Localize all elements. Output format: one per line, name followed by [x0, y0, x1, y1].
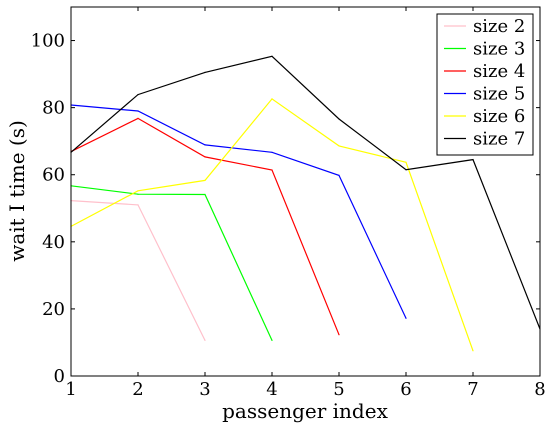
- data-point-size-5-2: [137, 110, 139, 112]
- y-tick-label: 100: [31, 31, 65, 52]
- data-point-size-5-4: [271, 151, 273, 153]
- data-point-size-3-3: [204, 193, 206, 196]
- series-line-size-2: [70, 200, 206, 341]
- data-point-size-6-2: [137, 190, 139, 192]
- data-point-size-4-4: [271, 169, 273, 171]
- data-point-size-3-4: [271, 339, 273, 341]
- series-line-size-7: [70, 55, 541, 330]
- data-point-size-6-3: [204, 179, 206, 181]
- y-tick-label: 60: [42, 165, 65, 186]
- data-point-size-4-2: [137, 117, 139, 119]
- x-tick-label: 2: [132, 379, 143, 400]
- series-line-size-6: [70, 98, 474, 352]
- data-point-size-7-3: [204, 71, 206, 73]
- series-line-size-4: [70, 117, 340, 335]
- data-point-size-4-5: [338, 334, 340, 336]
- legend-label-size-6: size 6: [473, 106, 525, 127]
- x-tick-label: 5: [333, 379, 344, 400]
- y-tick-label: 0: [54, 366, 65, 387]
- data-point-size-7-5: [338, 118, 340, 120]
- x-tick-label: 8: [534, 379, 545, 400]
- data-point-size-7-7: [472, 159, 474, 161]
- data-point-size-2-2: [137, 204, 139, 206]
- data-point-size-5-6: [405, 317, 407, 319]
- x-tick-label: 4: [266, 379, 277, 400]
- legend-label-size-4: size 4: [473, 61, 525, 82]
- y-tick-label: 80: [42, 98, 65, 119]
- series-line-size-3: [70, 185, 273, 341]
- legend-label-size-3: size 3: [473, 39, 525, 60]
- legend-label-size-7: size 7: [473, 129, 525, 150]
- legend-label-size-5: size 5: [473, 84, 525, 105]
- data-point-size-2-3: [204, 339, 206, 341]
- data-point-size-5-5: [338, 174, 340, 176]
- x-tick-label: 7: [467, 379, 478, 400]
- data-point-size-6-6: [405, 161, 407, 163]
- data-point-size-6-5: [338, 145, 340, 147]
- data-point-size-7-4: [271, 55, 273, 57]
- x-axis-label: passenger index: [222, 399, 388, 423]
- legend-box: [436, 13, 534, 156]
- legend-label-size-2: size 2: [473, 16, 525, 37]
- data-point-size-7-2: [137, 94, 139, 96]
- plot-frame: [70, 6, 541, 377]
- data-point-size-7-6: [405, 169, 407, 171]
- y-tick-label: 20: [42, 299, 65, 320]
- y-tick-label: 40: [42, 232, 65, 253]
- x-tick-label: 3: [199, 379, 210, 400]
- data-point-size-3-2: [137, 193, 139, 195]
- x-tick-label: 6: [400, 379, 411, 400]
- data-point-size-6-4: [271, 98, 273, 100]
- data-point-size-4-3: [204, 156, 206, 158]
- series-layer: [70, 55, 541, 352]
- data-point-size-5-3: [204, 144, 206, 146]
- data-point-size-6-7: [472, 350, 474, 352]
- y-axis-label: wait I time (s): [5, 120, 29, 262]
- series-line-size-5: [70, 104, 407, 319]
- x-tick-label: 1: [65, 379, 76, 400]
